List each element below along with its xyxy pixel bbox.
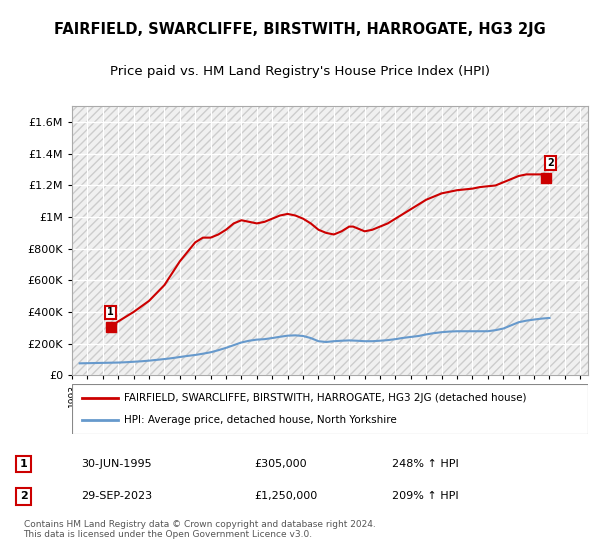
Text: 29-SEP-2023: 29-SEP-2023 [81,492,152,501]
Text: 2: 2 [20,492,28,501]
Text: 30-JUN-1995: 30-JUN-1995 [81,459,152,469]
Text: FAIRFIELD, SWARCLIFFE, BIRSTWITH, HARROGATE, HG3 2JG: FAIRFIELD, SWARCLIFFE, BIRSTWITH, HARROG… [54,22,546,38]
Text: £305,000: £305,000 [254,459,307,469]
Text: 209% ↑ HPI: 209% ↑ HPI [392,492,459,501]
Text: 1: 1 [107,307,114,318]
Text: 2: 2 [547,158,554,168]
Text: Contains HM Land Registry data © Crown copyright and database right 2024.
This d: Contains HM Land Registry data © Crown c… [23,520,375,539]
Text: FAIRFIELD, SWARCLIFFE, BIRSTWITH, HARROGATE, HG3 2JG (detached house): FAIRFIELD, SWARCLIFFE, BIRSTWITH, HARROG… [124,393,526,403]
Text: HPI: Average price, detached house, North Yorkshire: HPI: Average price, detached house, Nort… [124,415,397,425]
Text: Price paid vs. HM Land Registry's House Price Index (HPI): Price paid vs. HM Land Registry's House … [110,65,490,78]
FancyBboxPatch shape [72,384,588,434]
Text: 248% ↑ HPI: 248% ↑ HPI [392,459,459,469]
Text: 1: 1 [20,459,28,469]
Text: £1,250,000: £1,250,000 [254,492,317,501]
